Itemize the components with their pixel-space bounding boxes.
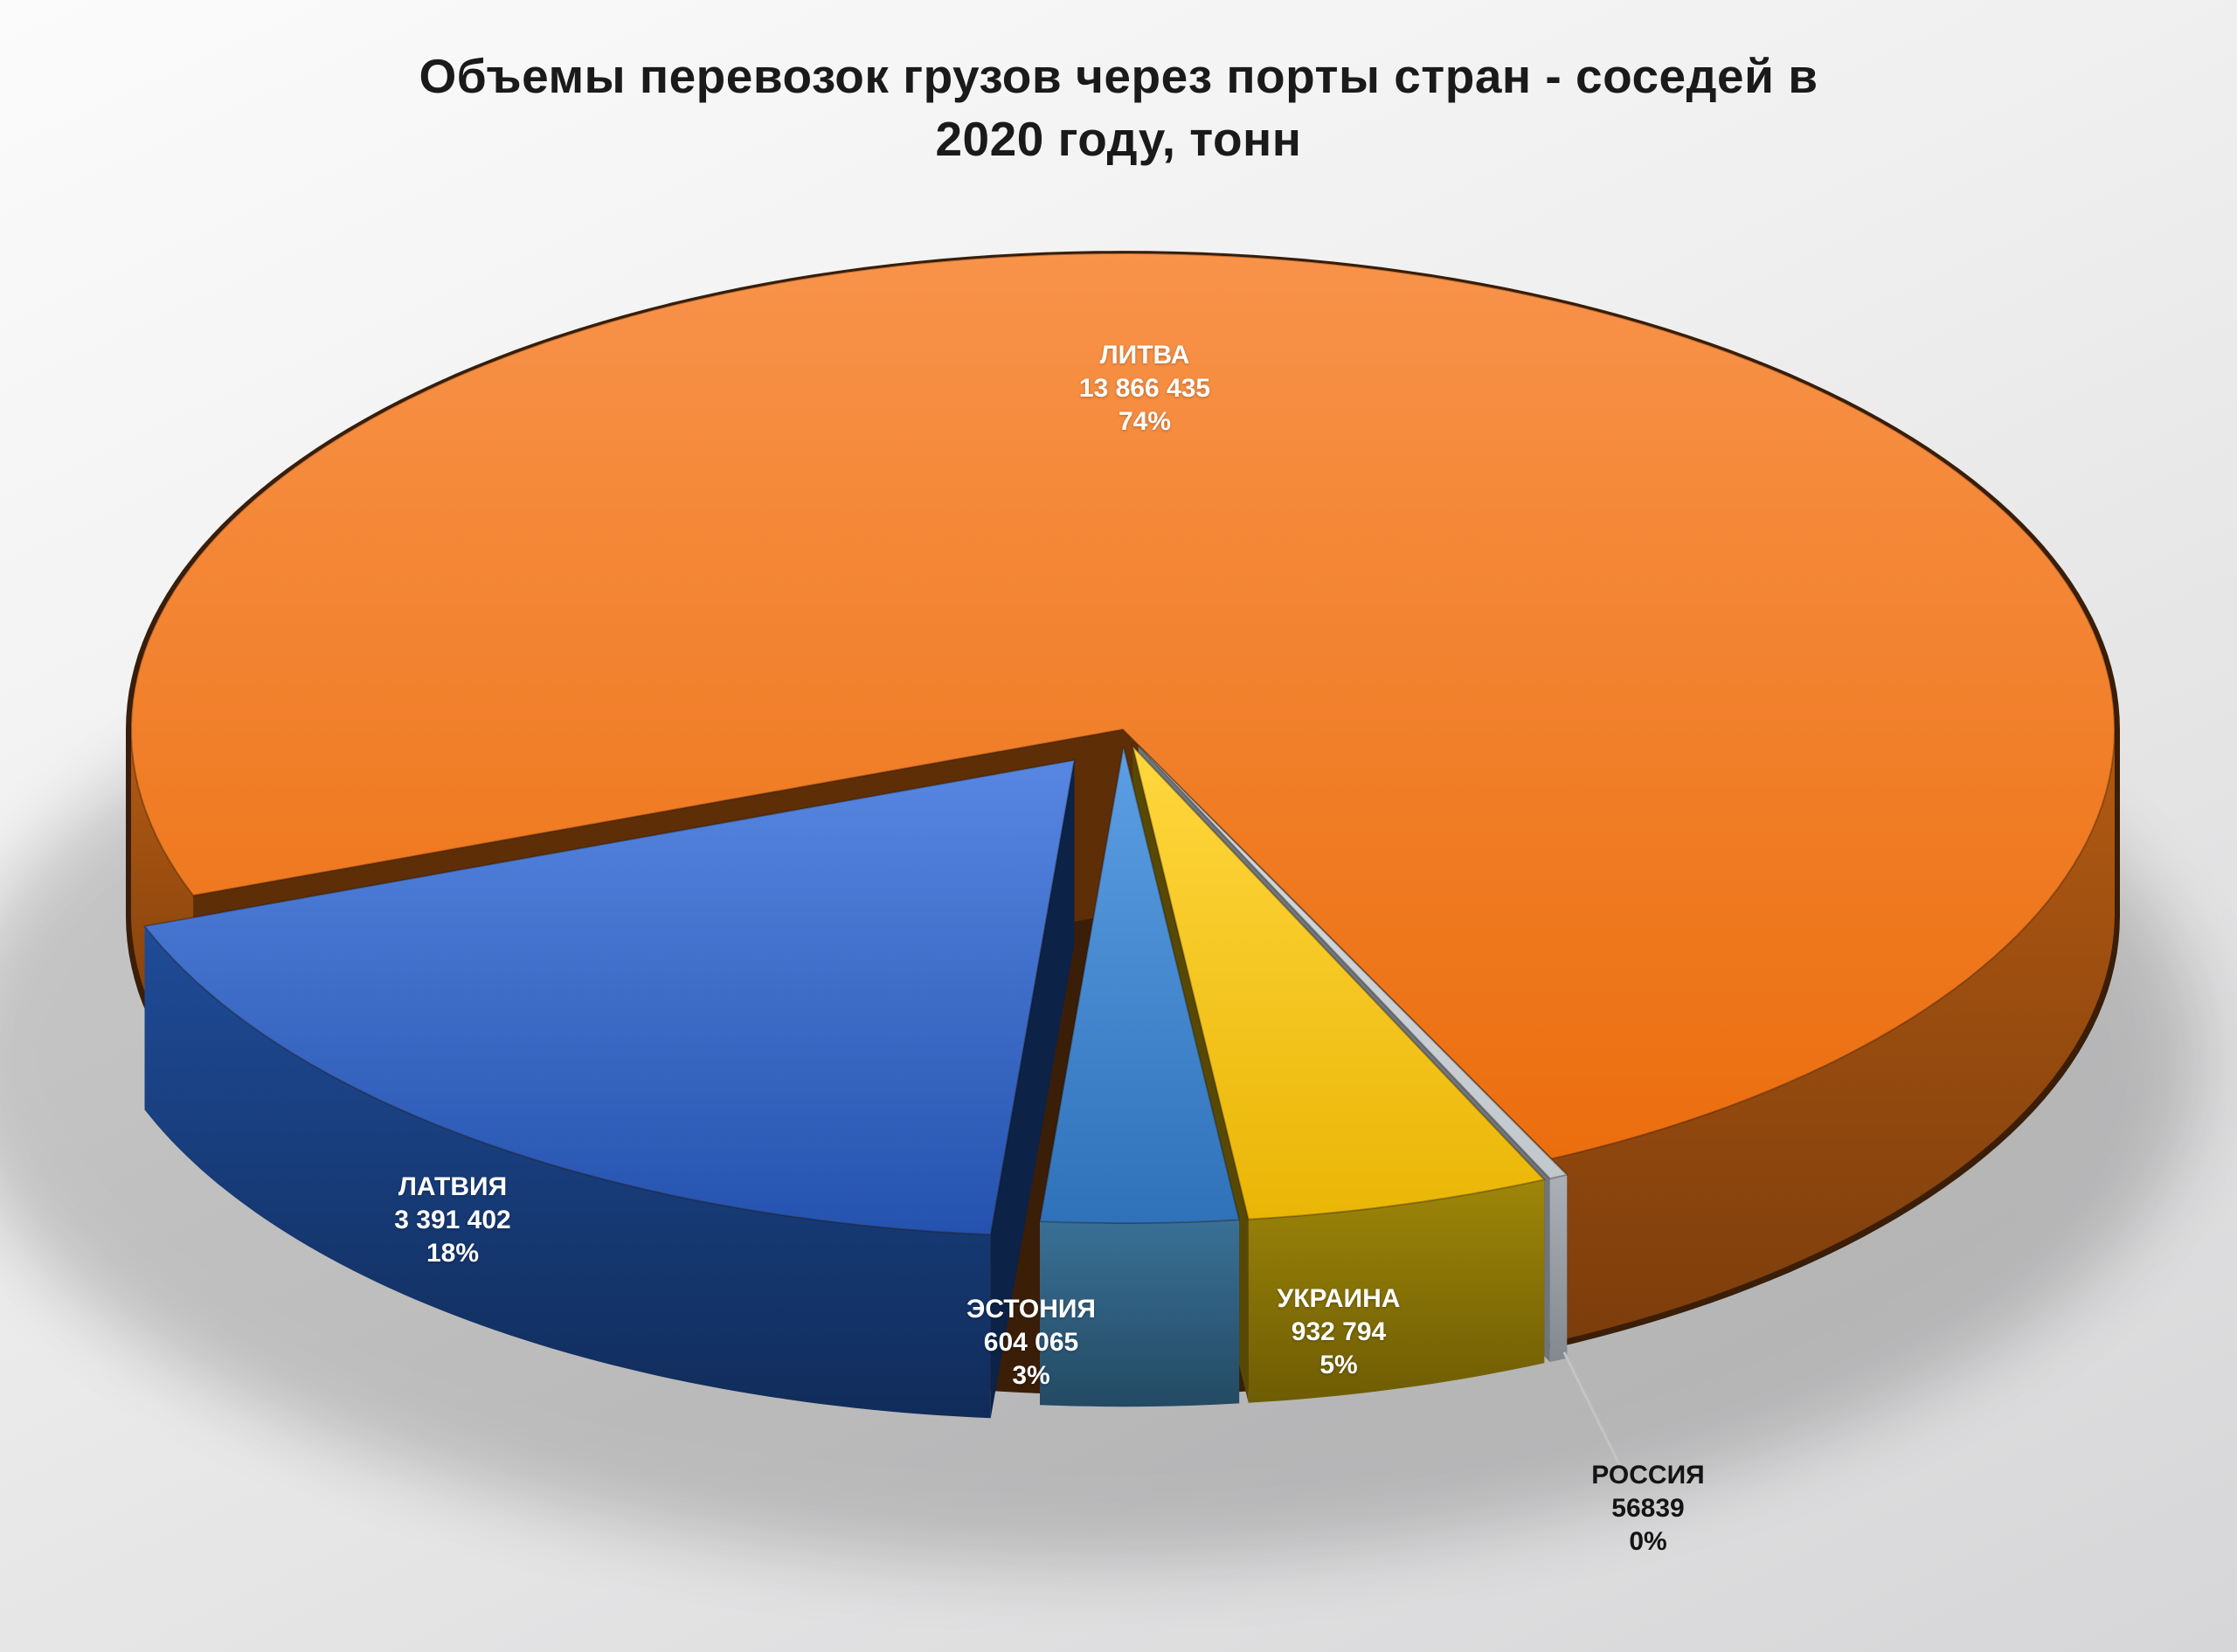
- slice-label-lithuania: ЛИТВА 13 866 435 74%: [1079, 339, 1210, 439]
- slice-percent: 0%: [1629, 1527, 1667, 1556]
- slice-label-estonia: ЭСТОНИЯ 604 065 3%: [966, 1293, 1096, 1393]
- slice-name: РОССИЯ: [1591, 1461, 1705, 1490]
- slice-percent: 5%: [1319, 1351, 1358, 1379]
- slice-value: 13 866 435: [1078, 374, 1211, 403]
- slice-value: 56839: [1611, 1494, 1685, 1523]
- slice-name: ЛИТВА: [1099, 341, 1190, 370]
- slice-value: 604 065: [983, 1328, 1079, 1357]
- slice-name: ЭСТОНИЯ: [966, 1295, 1096, 1324]
- slice-label-ukraine: УКРАИНА 932 794 5%: [1278, 1282, 1401, 1382]
- slice-name: ЛАТВИЯ: [398, 1172, 508, 1201]
- slice-name: УКРАИНА: [1277, 1284, 1401, 1313]
- slice-percent: 74%: [1118, 407, 1172, 436]
- slice-label-latvia: ЛАТВИЯ 3 391 402 18%: [394, 1171, 510, 1270]
- chart-title-line2: 2020 году, тонн: [935, 111, 1302, 166]
- slice-percent: 3%: [1012, 1361, 1050, 1390]
- slice-percent: 18%: [426, 1239, 480, 1268]
- slice-value: 932 794: [1291, 1317, 1387, 1346]
- slice-value: 3 391 402: [394, 1206, 511, 1234]
- chart-title-line1: Объемы перевозок грузов через порты стра…: [419, 49, 1818, 103]
- slice-label-russia: РОССИЯ 56839 0%: [1591, 1459, 1704, 1559]
- chart-title: Объемы перевозок грузов через порты стра…: [0, 45, 2237, 170]
